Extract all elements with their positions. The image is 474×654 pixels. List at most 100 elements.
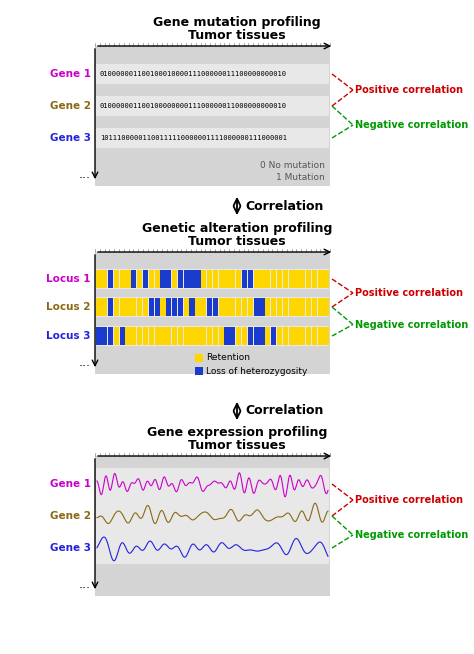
Bar — [254, 327, 259, 345]
Bar — [271, 327, 276, 345]
Bar — [248, 327, 253, 345]
Bar — [294, 298, 300, 316]
Bar — [318, 298, 323, 316]
Bar — [207, 298, 212, 316]
Bar — [201, 298, 206, 316]
Bar — [119, 270, 125, 288]
Bar — [126, 298, 131, 316]
Bar — [137, 270, 142, 288]
Text: Gene 2: Gene 2 — [50, 101, 91, 111]
Text: ...: ... — [79, 356, 91, 368]
Text: Retention: Retention — [206, 354, 250, 362]
Text: Tumor tissues: Tumor tissues — [188, 29, 286, 42]
Bar — [195, 327, 201, 345]
Bar — [160, 298, 165, 316]
Bar — [155, 298, 160, 316]
Bar — [289, 327, 294, 345]
Bar — [178, 298, 183, 316]
Text: Tumor tissues: Tumor tissues — [188, 439, 286, 452]
Bar — [318, 270, 323, 288]
Bar — [213, 270, 218, 288]
Bar — [277, 298, 282, 316]
Bar — [277, 327, 282, 345]
Bar — [95, 46, 330, 186]
Bar — [201, 327, 206, 345]
Text: Locus 3: Locus 3 — [46, 331, 91, 341]
Bar — [323, 270, 328, 288]
Bar — [225, 327, 230, 345]
Text: Gene 3: Gene 3 — [50, 133, 91, 143]
Text: Tumor tissues: Tumor tissues — [188, 235, 286, 248]
Bar — [95, 456, 330, 596]
Bar — [178, 270, 183, 288]
Bar — [259, 298, 264, 316]
Bar — [236, 298, 241, 316]
Bar — [265, 270, 271, 288]
Bar — [300, 270, 305, 288]
Bar — [102, 327, 107, 345]
Text: Negative correlation: Negative correlation — [355, 320, 468, 330]
Text: Positive correlation: Positive correlation — [355, 495, 463, 505]
Bar — [131, 327, 137, 345]
Bar — [155, 270, 160, 288]
Bar — [155, 327, 160, 345]
Bar — [248, 298, 253, 316]
Bar — [131, 298, 137, 316]
Bar — [289, 270, 294, 288]
Bar — [183, 327, 189, 345]
Bar — [300, 327, 305, 345]
Text: ...: ... — [79, 167, 91, 181]
Bar — [178, 327, 183, 345]
Bar — [300, 298, 305, 316]
Bar — [137, 298, 142, 316]
Bar — [172, 327, 177, 345]
Bar — [259, 327, 264, 345]
Bar — [230, 327, 236, 345]
Bar — [225, 298, 230, 316]
Bar — [254, 270, 259, 288]
Bar — [265, 298, 271, 316]
Bar — [306, 298, 311, 316]
Bar — [242, 270, 247, 288]
Bar — [160, 270, 165, 288]
Bar — [213, 298, 218, 316]
Bar — [195, 367, 203, 375]
Bar — [306, 327, 311, 345]
Bar — [96, 468, 329, 500]
Bar — [108, 270, 113, 288]
Bar — [195, 270, 201, 288]
Bar — [108, 327, 113, 345]
Bar — [160, 327, 165, 345]
Bar — [283, 270, 288, 288]
Bar — [219, 270, 224, 288]
Bar — [149, 327, 154, 345]
Bar — [271, 270, 276, 288]
Bar — [96, 270, 101, 288]
Bar — [114, 270, 119, 288]
Text: 10111000001100111110000001111000000111000001: 1011100000110011111000000111100000011100… — [100, 135, 287, 141]
Text: 0 No mutation: 0 No mutation — [260, 160, 325, 169]
Bar — [102, 270, 107, 288]
Bar — [323, 327, 328, 345]
Bar — [166, 298, 172, 316]
Bar — [312, 298, 317, 316]
Text: Correlation: Correlation — [245, 405, 323, 417]
Text: Positive correlation: Positive correlation — [355, 85, 463, 95]
Text: Gene 1: Gene 1 — [50, 69, 91, 79]
Bar — [312, 270, 317, 288]
Bar — [195, 298, 201, 316]
Text: Negative correlation: Negative correlation — [355, 120, 468, 130]
Bar — [230, 298, 236, 316]
Bar — [242, 327, 247, 345]
Bar — [225, 270, 230, 288]
Text: 01000000110010000000011100000011000000000010: 0100000011001000000001110000001100000000… — [100, 103, 287, 109]
Text: Loss of heterozygosity: Loss of heterozygosity — [206, 366, 307, 375]
Bar — [149, 298, 154, 316]
Bar — [166, 270, 172, 288]
Bar — [183, 270, 189, 288]
Bar — [143, 270, 148, 288]
Text: Gene mutation profiling: Gene mutation profiling — [153, 16, 321, 29]
Bar — [126, 327, 131, 345]
Bar — [236, 327, 241, 345]
Text: Genetic alteration profiling: Genetic alteration profiling — [142, 222, 332, 235]
